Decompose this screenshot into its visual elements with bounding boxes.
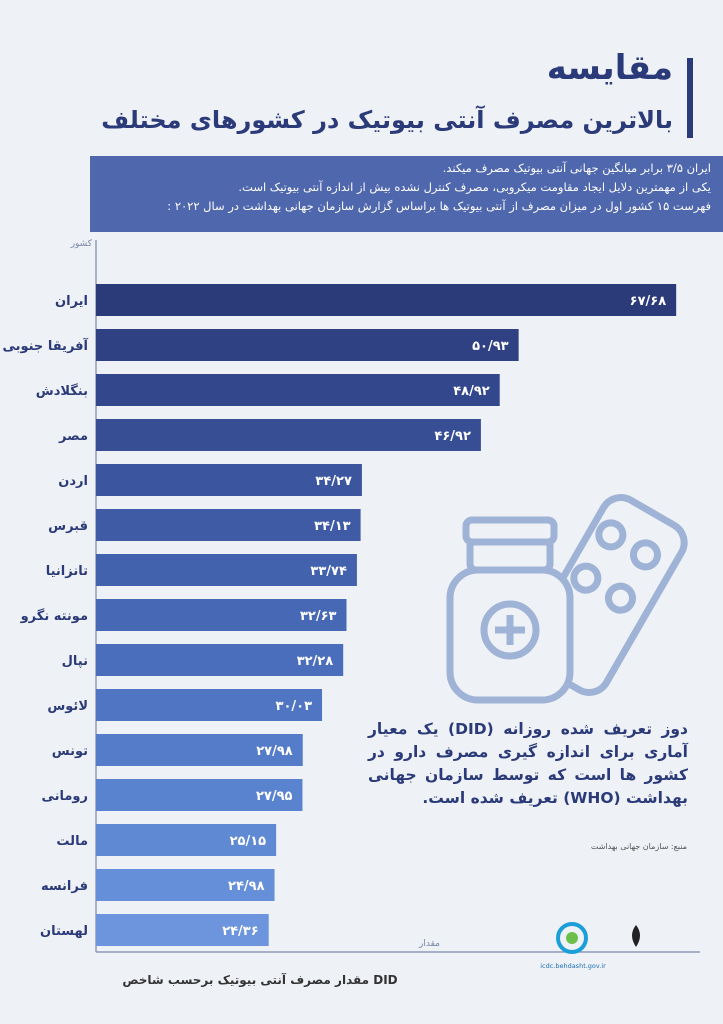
title-accent — [687, 58, 693, 138]
y-tick-label: آفریقا جنوبی — [2, 337, 88, 354]
y-axis-label: کشور — [70, 239, 93, 249]
bar — [96, 419, 481, 451]
bar — [96, 689, 323, 721]
bar — [96, 374, 500, 406]
value-label: ۴۸/۹۲ — [453, 384, 490, 399]
x-title: مقدار مصرف آنتی بیوتیک برحسب شاخص DID — [122, 972, 397, 988]
bar — [96, 509, 361, 541]
y-tick-label: ایران — [55, 294, 88, 309]
value-label: ۲۴/۳۶ — [222, 924, 259, 939]
y-tick-label: فرانسه — [41, 879, 88, 894]
y-tick-label: نپال — [62, 654, 88, 669]
x-axis-label: مقدار — [418, 939, 440, 949]
bar — [96, 779, 303, 811]
y-tick-label: لائوس — [47, 699, 88, 714]
info-box: ایران ۳/۵ برابر میانگین جهانی آنتی بیوتی… — [90, 156, 723, 232]
info-line: فهرست ۱۵ کشور اول در میزان مصرف از آنتی … — [167, 199, 711, 213]
value-label: ۳۰/۰۳ — [276, 699, 313, 714]
value-label: ۲۵/۱۵ — [230, 834, 267, 849]
bar — [96, 824, 277, 856]
value-label: ۳۲/۶۳ — [300, 609, 337, 624]
subtitle: بالاترین مصرف آنتی بیوتیک در کشورهای مخت… — [101, 106, 673, 134]
bar — [96, 734, 303, 766]
y-tick-label: رومانی — [41, 789, 88, 804]
y-tick-label: قبرس — [48, 519, 88, 534]
y-tick-label: اردن — [58, 474, 88, 489]
y-tick-label: مالت — [56, 834, 88, 849]
bar — [96, 914, 269, 946]
bar — [96, 554, 357, 586]
info-line: ایران ۳/۵ برابر میانگین جهانی آنتی بیوتی… — [442, 161, 711, 175]
value-label: ۶۷/۶۸ — [630, 294, 667, 309]
logos — [556, 922, 640, 954]
value-label: ۳۲/۲۸ — [297, 654, 334, 669]
title: مقایسه — [546, 48, 673, 88]
logo-text: icdc.behdasht.gov.ir — [540, 962, 606, 970]
value-label: ۲۷/۹۵ — [256, 789, 293, 804]
value-label: ۲۷/۹۸ — [256, 744, 293, 759]
y-tick-label: لهستان — [40, 924, 88, 939]
value-label: ۳۴/۲۷ — [315, 474, 352, 489]
bar — [96, 644, 344, 676]
value-label: ۳۳/۷۴ — [310, 564, 347, 579]
y-tick-label: مونته نگرو — [20, 608, 88, 624]
bar — [96, 869, 275, 901]
y-tick-label: مصر — [58, 429, 88, 444]
y-tick-label: بنگلادش — [36, 383, 88, 399]
value-label: ۲۴/۹۸ — [228, 879, 265, 894]
bar — [96, 464, 362, 496]
bar — [96, 329, 519, 361]
value-label: ۴۶/۹۲ — [434, 429, 471, 444]
bar — [96, 284, 677, 316]
y-tick-label: تونس — [52, 744, 88, 759]
info-line: یکی از مهمترین دلایل ایجاد مقاومت میکروب… — [238, 180, 711, 194]
value-label: ۳۴/۱۳ — [314, 519, 351, 534]
note: دوز تعریف شده روزانه (DID) یک معیار آمار… — [368, 720, 689, 807]
source: منبع: سازمان جهانی بهداشت — [590, 842, 687, 851]
y-tick-label: تانزانیا — [46, 564, 88, 579]
illustration — [446, 494, 688, 704]
bar — [96, 599, 347, 631]
value-label: ۵۰/۹۳ — [472, 339, 509, 354]
